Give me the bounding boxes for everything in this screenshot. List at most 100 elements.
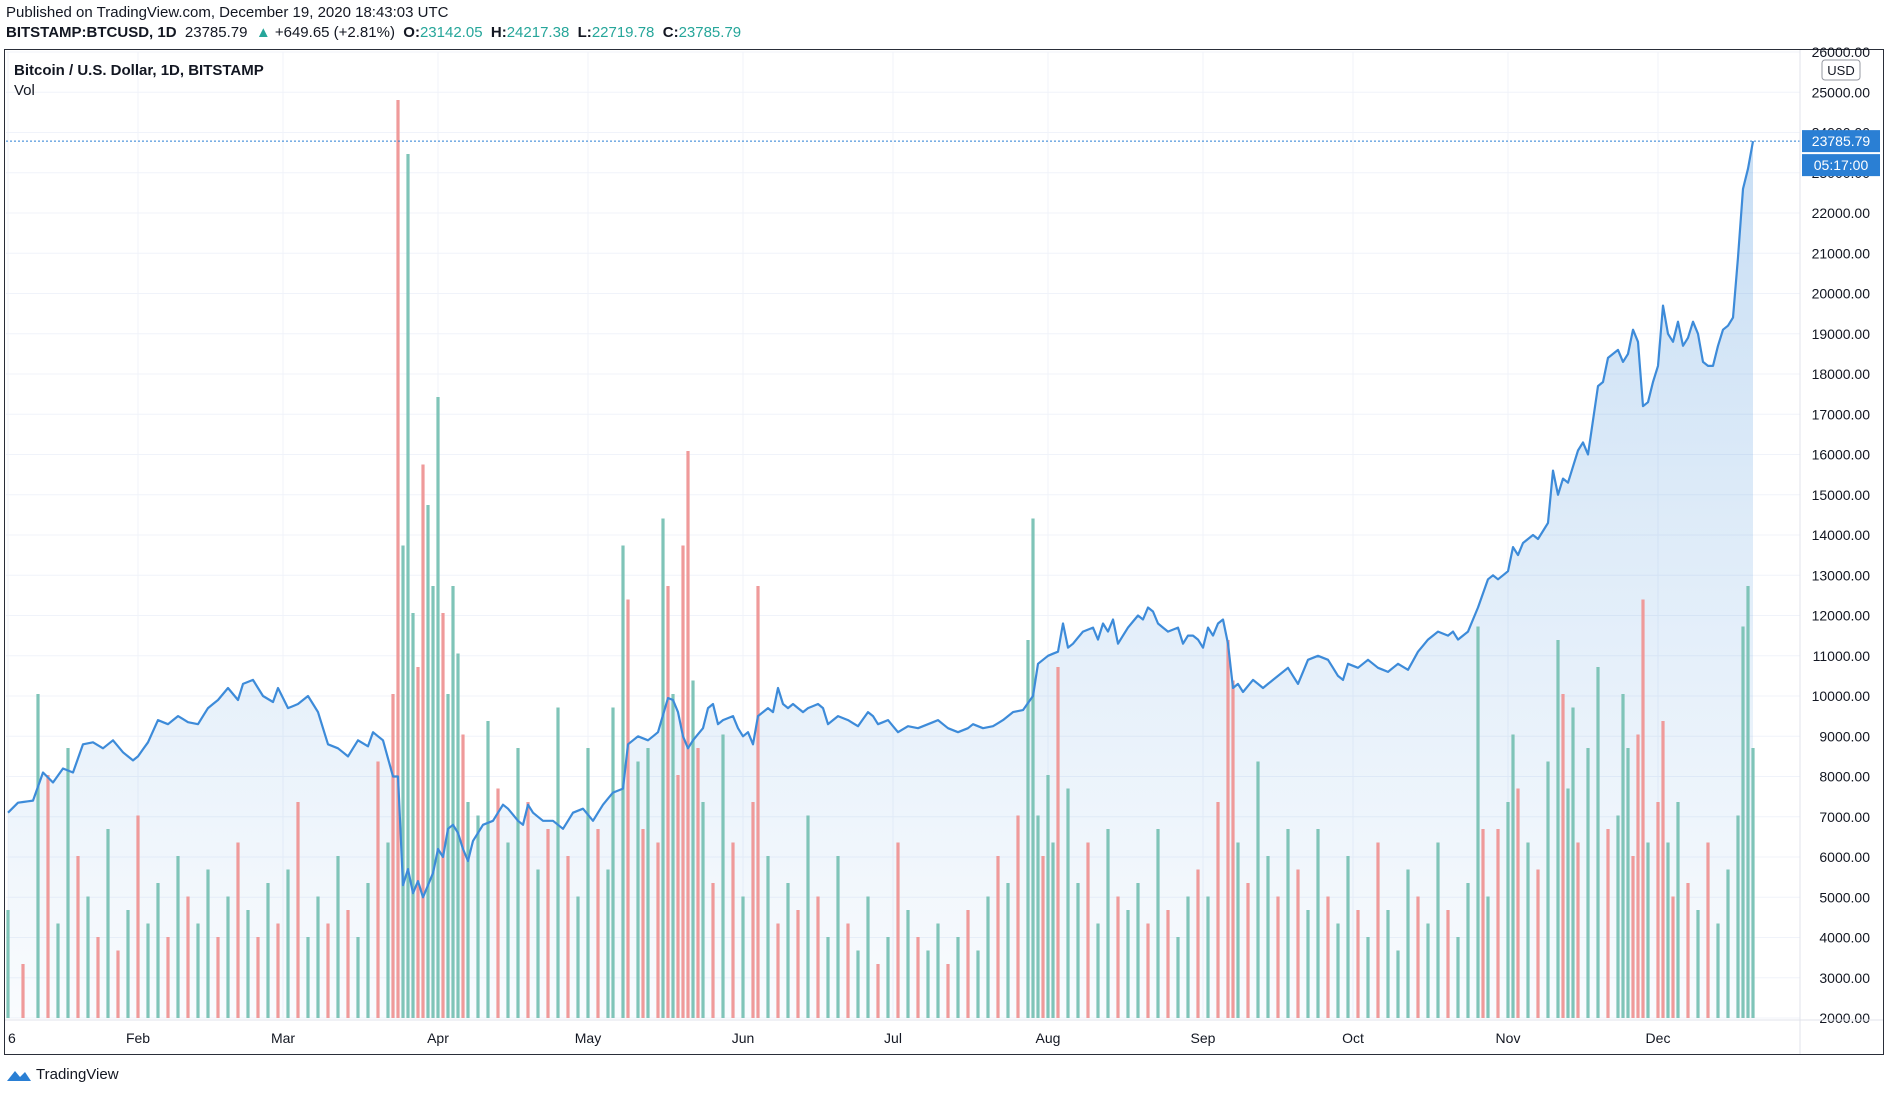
countdown-badge xyxy=(1802,154,1880,177)
volume-bar xyxy=(326,923,330,1018)
tradingview-logo-icon xyxy=(7,1070,31,1081)
volume-bar xyxy=(1596,667,1600,1018)
volume-bar xyxy=(1566,788,1570,1018)
last-price-label: 23785.79 xyxy=(1812,133,1871,149)
volume-bar xyxy=(701,802,705,1018)
volume-bar xyxy=(636,761,640,1018)
volume-bar xyxy=(346,910,350,1018)
volume-bar xyxy=(1661,721,1665,1018)
x-tick-label: Mar xyxy=(271,1030,295,1046)
volume-bar xyxy=(1621,694,1625,1018)
volume-bar xyxy=(1631,856,1635,1018)
volume-bar xyxy=(426,505,430,1018)
low-value: 22719.78 xyxy=(591,24,655,41)
volume-bar xyxy=(36,694,40,1018)
volume-bar xyxy=(411,613,415,1018)
volume-bar xyxy=(1696,910,1700,1018)
volume-bar xyxy=(216,937,220,1018)
volume-bar xyxy=(1546,761,1550,1018)
volume-bar xyxy=(1751,748,1755,1018)
volume-bar xyxy=(976,950,980,1018)
volume-bar xyxy=(826,937,830,1018)
volume-bar xyxy=(956,937,960,1018)
volume-bar xyxy=(711,883,715,1018)
y-tick-label: 19000.00 xyxy=(1812,326,1871,342)
volume-bar xyxy=(1051,842,1055,1018)
volume-bar xyxy=(806,815,810,1018)
countdown-label: 05:17:00 xyxy=(1814,157,1869,173)
volume-bar xyxy=(866,896,870,1018)
volume-bar xyxy=(576,896,580,1018)
volume-bar xyxy=(691,680,695,1018)
volume-bar xyxy=(756,586,760,1018)
volume-bar xyxy=(1686,883,1690,1018)
x-tick-label: May xyxy=(575,1030,601,1046)
volume-bar xyxy=(1396,950,1400,1018)
x-tick-label: Nov xyxy=(1496,1030,1521,1046)
volume-bar xyxy=(1376,842,1380,1018)
volume-bar xyxy=(626,599,630,1018)
currency-badge[interactable] xyxy=(1821,59,1861,81)
y-tick-label: 5000.00 xyxy=(1819,889,1870,905)
volume-bar xyxy=(196,923,200,1018)
volume-bar xyxy=(1656,802,1660,1018)
volume-bar xyxy=(1726,869,1730,1018)
brand-name: TradingView xyxy=(36,1066,119,1083)
volume-bar xyxy=(1706,842,1710,1018)
volume-bar xyxy=(386,842,390,1018)
volume-bar xyxy=(1136,883,1140,1018)
y-tick-label: 21000.00 xyxy=(1812,245,1871,261)
volume-bar xyxy=(776,923,780,1018)
price-line[interactable] xyxy=(7,141,1755,899)
volume-bar xyxy=(1126,910,1130,1018)
volume-bar xyxy=(1186,896,1190,1018)
volume-bar xyxy=(416,667,420,1018)
volume-bar xyxy=(886,937,890,1018)
volume-bar xyxy=(641,829,645,1018)
volume-bar xyxy=(116,950,120,1018)
volume-bar xyxy=(1056,667,1060,1018)
volume-bar xyxy=(1476,626,1480,1018)
volume-bar xyxy=(666,586,670,1018)
y-tick-label: 8000.00 xyxy=(1819,769,1870,785)
volume-bar xyxy=(256,937,260,1018)
x-tick-label: Sep xyxy=(1191,1030,1216,1046)
volume-bar xyxy=(656,842,660,1018)
open-value: 23142.05 xyxy=(419,24,483,41)
volume-bar xyxy=(306,937,310,1018)
volume-bar xyxy=(1156,829,1160,1018)
volume-bar xyxy=(766,856,770,1018)
volume-bar xyxy=(1736,815,1740,1018)
y-tick-label: 25000.00 xyxy=(1812,84,1871,100)
footer-brand[interactable]: TradingView xyxy=(6,1066,119,1083)
high-value: 24217.38 xyxy=(506,24,570,41)
volume-bar xyxy=(1196,869,1200,1018)
volume-bar xyxy=(336,856,340,1018)
volume-bar xyxy=(731,842,735,1018)
volume-bar xyxy=(1426,923,1430,1018)
volume-bar xyxy=(356,937,360,1018)
volume-bar xyxy=(1386,910,1390,1018)
y-tick-label: 9000.00 xyxy=(1819,728,1870,744)
volume-bar xyxy=(1496,829,1500,1018)
volume-bar xyxy=(1616,815,1620,1018)
volume-bar xyxy=(896,842,900,1018)
volume-bar xyxy=(441,613,445,1018)
volume-bar xyxy=(1716,923,1720,1018)
y-tick-label: 26000.00 xyxy=(1812,44,1871,60)
volume-bar xyxy=(146,923,150,1018)
volume-bar xyxy=(1306,910,1310,1018)
volume-bar xyxy=(1446,910,1450,1018)
volume-bar xyxy=(1236,842,1240,1018)
volume-bar xyxy=(66,748,70,1018)
volume-bar xyxy=(266,883,270,1018)
volume-bar xyxy=(1561,694,1565,1018)
volume-bar xyxy=(996,856,1000,1018)
volume-bar xyxy=(1586,748,1590,1018)
chart-frame[interactable] xyxy=(4,49,1884,1055)
volume-bar xyxy=(1606,829,1610,1018)
volume-bar xyxy=(986,896,990,1018)
volume-bar xyxy=(436,397,440,1018)
volume-bar xyxy=(1206,896,1210,1018)
